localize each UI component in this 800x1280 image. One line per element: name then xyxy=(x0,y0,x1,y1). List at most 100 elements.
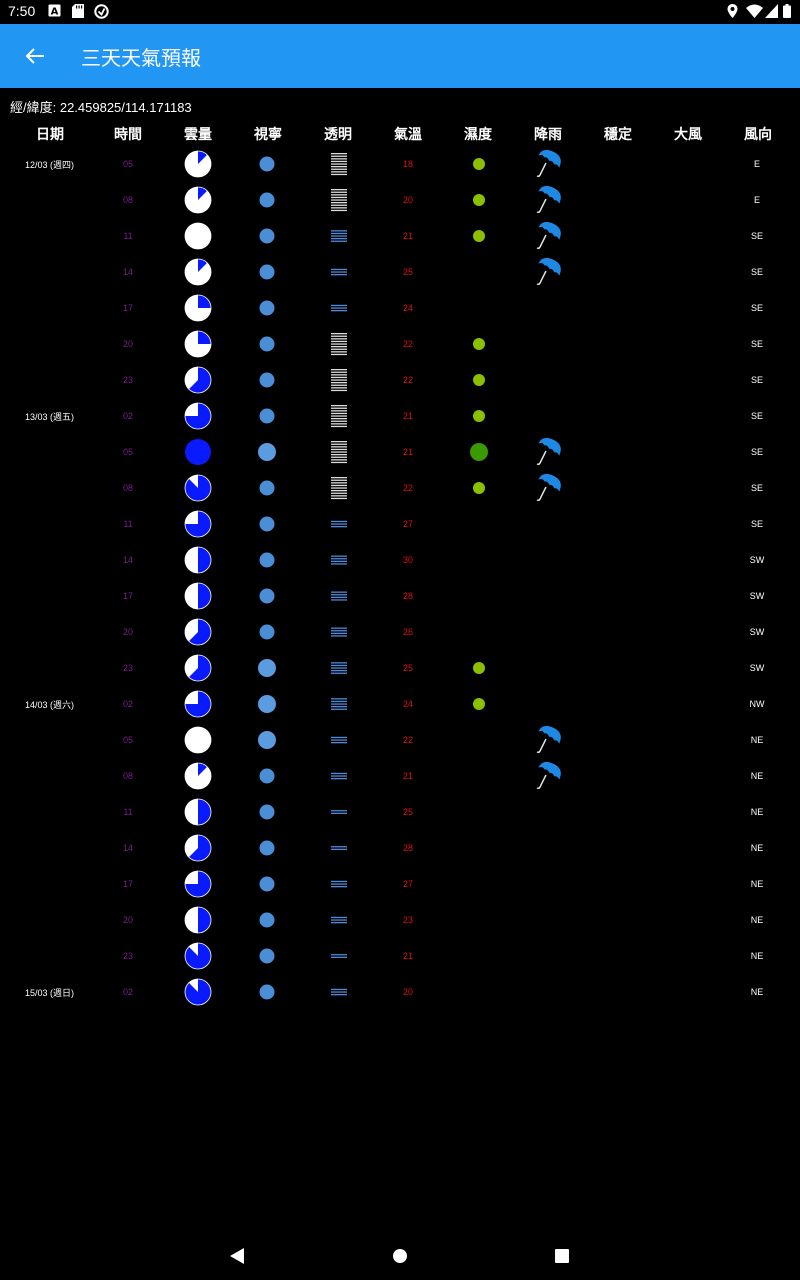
transparency-icon xyxy=(324,614,354,650)
cloud-cover-icon xyxy=(183,866,213,902)
page-title: 三天天氣預報 xyxy=(81,46,201,70)
table-row: 14 28 NE xyxy=(0,830,800,866)
seeing-icon xyxy=(252,398,282,434)
header-strong-wind: 大風 xyxy=(674,127,702,143)
wind-direction-cell: NE xyxy=(750,807,764,817)
cloud-cover-icon xyxy=(183,830,213,866)
cloud-cover-icon xyxy=(183,650,213,686)
temperature-cell: 21 xyxy=(402,411,413,421)
time-cell: 17 xyxy=(122,879,133,889)
table-row: 05 22 NE xyxy=(0,722,800,758)
table-row: 23 22 SE xyxy=(0,362,800,398)
cloud-cover-icon xyxy=(183,758,213,794)
seeing-icon xyxy=(252,974,282,1010)
wind-direction-cell: SE xyxy=(750,375,763,385)
time-cell: 17 xyxy=(122,591,133,601)
transparency-icon xyxy=(324,722,354,758)
wind-direction-cell: SE xyxy=(750,483,763,493)
temperature-cell: 30 xyxy=(402,555,413,565)
table-row: 20 23 NE xyxy=(0,902,800,938)
table-row: 08 21 NE xyxy=(0,758,800,794)
table-row: 20 26 SW xyxy=(0,614,800,650)
wind-direction-cell: SE xyxy=(750,231,763,241)
navigation-bar xyxy=(0,1232,800,1280)
time-cell: 14 xyxy=(122,555,133,565)
table-row: 23 25 SW xyxy=(0,650,800,686)
time-cell: 05 xyxy=(122,159,133,169)
seeing-icon xyxy=(252,362,282,398)
table-row: 13/03 (週五) 02 21 SE xyxy=(0,398,800,434)
time-cell: 20 xyxy=(122,915,133,925)
transparency-icon xyxy=(324,758,354,794)
back-arrow-icon[interactable] xyxy=(20,42,50,70)
cloud-cover-icon xyxy=(183,794,213,830)
cloud-cover-icon xyxy=(183,182,213,218)
cloud-cover-icon xyxy=(183,902,213,938)
time-cell: 11 xyxy=(123,231,133,241)
header-date: 日期 xyxy=(36,127,64,143)
wind-direction-cell: NE xyxy=(750,987,764,997)
cloud-cover-icon xyxy=(183,218,213,254)
temperature-cell: 28 xyxy=(402,843,413,853)
humidity-icon xyxy=(464,146,494,182)
header-seeing: 視寧 xyxy=(254,127,282,143)
transparency-icon xyxy=(324,974,354,1010)
header-transparency: 透明 xyxy=(324,127,352,143)
table-row: 23 21 NE xyxy=(0,938,800,974)
humidity-icon xyxy=(464,326,494,362)
time-cell: 05 xyxy=(122,735,133,745)
time-cell: 20 xyxy=(122,339,133,349)
table-row: 17 27 NE xyxy=(0,866,800,902)
table-row: 08 20 E xyxy=(0,182,800,218)
header-rain: 降雨 xyxy=(534,127,562,143)
transparency-icon xyxy=(324,290,354,326)
seeing-icon xyxy=(252,758,282,794)
transparency-icon xyxy=(324,938,354,974)
cloud-cover-icon xyxy=(183,326,213,362)
cloud-cover-icon xyxy=(183,290,213,326)
table-row: 14/03 (週六) 02 24 NW xyxy=(0,686,800,722)
table-row: 17 24 SE xyxy=(0,290,800,326)
date-cell: 15/03 (週日) xyxy=(25,987,75,998)
cloud-cover-icon xyxy=(183,362,213,398)
wind-direction-cell: SW xyxy=(749,591,765,601)
transparency-icon xyxy=(324,182,354,218)
time-cell: 11 xyxy=(123,807,133,817)
wind-direction-cell: SE xyxy=(750,303,763,313)
cloud-cover-icon xyxy=(183,722,213,758)
wind-direction-cell: NE xyxy=(750,951,764,961)
battery-icon xyxy=(783,4,791,18)
transparency-icon xyxy=(324,506,354,542)
transparency-icon xyxy=(324,542,354,578)
temperature-cell: 21 xyxy=(402,231,413,241)
date-cell: 13/03 (週五) xyxy=(25,411,75,422)
seeing-icon xyxy=(252,434,282,470)
nav-back-icon[interactable] xyxy=(229,1247,245,1265)
seeing-icon xyxy=(252,290,282,326)
time-cell: 08 xyxy=(122,483,133,493)
cell-signal-icon xyxy=(765,4,778,18)
table-row: 12/03 (週四) 05 18 E xyxy=(0,146,800,182)
time-cell: 23 xyxy=(122,375,133,385)
header-time: 時間 xyxy=(114,127,142,143)
seeing-icon xyxy=(252,470,282,506)
seeing-icon xyxy=(252,146,282,182)
nav-recents-icon[interactable] xyxy=(554,1248,570,1264)
transparency-icon xyxy=(324,362,354,398)
wind-direction-cell: NE xyxy=(750,771,764,781)
humidity-icon xyxy=(464,218,494,254)
temperature-cell: 27 xyxy=(402,519,413,529)
umbrella-icon xyxy=(531,722,565,758)
wind-direction-cell: SW xyxy=(749,555,765,565)
seeing-icon xyxy=(252,650,282,686)
status-time: 7:50 xyxy=(8,3,36,19)
table-row: 05 21 SE xyxy=(0,434,800,470)
nav-home-icon[interactable] xyxy=(392,1248,408,1264)
temperature-cell: 21 xyxy=(402,447,413,457)
temperature-cell: 26 xyxy=(402,627,413,637)
wind-direction-cell: SW xyxy=(749,663,765,673)
date-cell: 12/03 (週四) xyxy=(25,159,75,170)
humidity-icon xyxy=(464,182,494,218)
cloud-cover-icon xyxy=(183,506,213,542)
seeing-icon xyxy=(252,614,282,650)
